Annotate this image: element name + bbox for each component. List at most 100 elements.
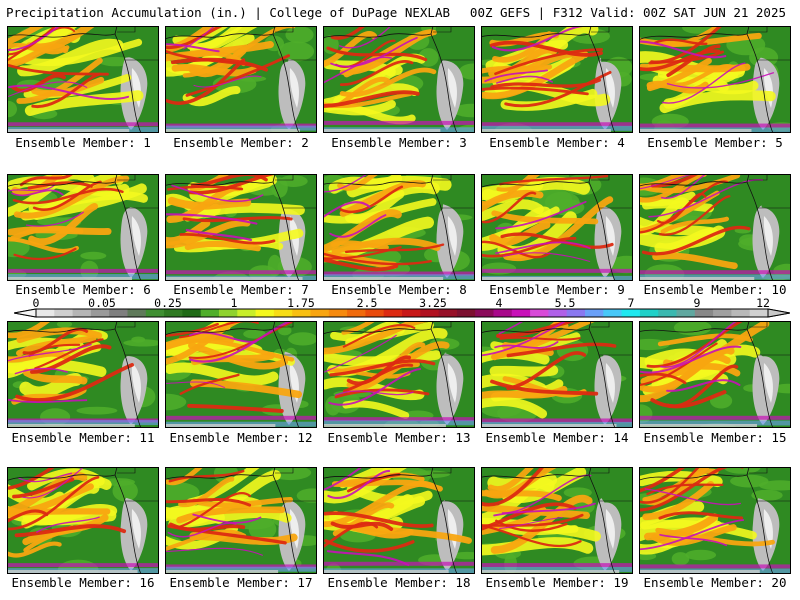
precip-swath: [641, 199, 715, 213]
precip-swath: [639, 174, 707, 203]
coastline: [272, 328, 300, 428]
precip-swath: [502, 252, 591, 262]
precip-swath: [7, 509, 49, 524]
precip-swath: [192, 513, 262, 524]
precip-swath: [339, 180, 426, 217]
ensemble-member-label: Ensemble Member: 11: [11, 430, 155, 445]
precip-swath: [165, 58, 246, 105]
precip-colorbar: [14, 308, 790, 318]
precip-swath: [481, 64, 553, 74]
precip-swath: [648, 179, 764, 218]
border-line: [591, 321, 610, 328]
precip-swath: [25, 211, 84, 227]
panel-frame: [165, 26, 317, 133]
precip-swath: [7, 483, 94, 518]
precip-swath: [639, 519, 745, 551]
precip-swath: [22, 327, 89, 355]
precip-swath: [499, 174, 609, 186]
colorbar-swatch: [310, 309, 330, 317]
precip-swath: [189, 532, 298, 546]
precip-swath: [481, 206, 551, 251]
precip-swath: [323, 350, 442, 366]
ensemble-member-label: Ensemble Member: 4: [489, 135, 625, 150]
coastline: [114, 474, 142, 574]
precip-swath: [178, 476, 235, 508]
precip-swath: [481, 472, 558, 526]
tropical-band: [7, 268, 159, 273]
ensemble-member-label: Ensemble Member: 13: [327, 430, 471, 445]
dry-region: [594, 497, 622, 571]
coastline: [272, 181, 300, 281]
colorbar-swatch: [200, 309, 220, 317]
precip-swath: [639, 49, 721, 72]
precip-swath: [323, 174, 369, 193]
tropical-band: [481, 563, 633, 568]
precip-swath: [491, 210, 599, 225]
precip-swath: [185, 228, 253, 242]
coastline: [481, 174, 592, 188]
ensemble-member-label: Ensemble Member: 5: [647, 135, 783, 150]
coastline: [430, 33, 458, 133]
precip-swath: [7, 26, 61, 51]
precip-swath: [193, 75, 262, 88]
precip-swath: [639, 467, 701, 504]
precip-swath: [323, 246, 402, 260]
precip-swath: [639, 174, 694, 191]
ensemble-map-panel: [7, 26, 159, 133]
tropical-band: [7, 563, 159, 568]
precip-swath: [495, 519, 568, 532]
ensemble-map-panel: [639, 467, 791, 574]
precip-swath: [179, 233, 276, 245]
tropical-band: [165, 415, 317, 420]
border-line: [117, 467, 136, 474]
colorbar-tick-label: 5.5: [554, 296, 576, 310]
colorbar-swatch: [255, 309, 275, 317]
ensemble-map-panel: [481, 26, 633, 133]
panel-frame: [7, 321, 159, 428]
precip-swath: [27, 181, 93, 190]
precip-swath: [339, 59, 414, 87]
precip-swath: [170, 57, 269, 72]
colorbar-swatch: [585, 309, 604, 317]
precip-swath: [639, 372, 687, 385]
precip-swath: [651, 174, 700, 188]
colorbar-swatch: [511, 309, 531, 317]
colorbar-swatch: [566, 309, 586, 317]
border-line: [749, 467, 768, 474]
border-line: [117, 174, 136, 181]
precip-swath: [167, 185, 244, 191]
precip-swath: [328, 368, 422, 406]
colorbar-swatch: [475, 309, 495, 317]
border-line: [433, 174, 452, 181]
precip-swath: [323, 321, 431, 355]
tropical-band: [165, 270, 317, 275]
precip-swath: [330, 26, 367, 40]
precip-swath: [329, 359, 436, 377]
precip-swath: [493, 502, 596, 517]
panel-frame: [639, 467, 791, 574]
precip-swath: [189, 321, 295, 363]
panel-frame: [7, 26, 159, 133]
ensemble-map-panel: [165, 174, 317, 281]
precip-swath: [323, 377, 425, 401]
precip-swath: [481, 321, 568, 357]
precip-swath: [639, 470, 723, 488]
precip-swath: [496, 321, 580, 338]
precip-swath: [327, 470, 391, 499]
precip-swath: [642, 480, 715, 521]
panel-frame: [481, 321, 633, 428]
precip-swath: [666, 364, 739, 408]
precip-swath: [165, 467, 204, 486]
precip-swath: [650, 390, 727, 409]
ensemble-member-label: Ensemble Member: 14: [485, 430, 629, 445]
precip-swath: [329, 214, 387, 238]
precip-swath: [666, 72, 775, 89]
border-line: [275, 467, 294, 474]
precip-swath: [660, 216, 730, 234]
precip-swath: [323, 201, 371, 219]
precip-swath: [165, 381, 225, 389]
colorbar-swatch: [713, 309, 732, 317]
precip-swath: [330, 521, 394, 531]
ensemble-member-label: Ensemble Member: 15: [643, 430, 787, 445]
panel-frame: [639, 26, 791, 133]
